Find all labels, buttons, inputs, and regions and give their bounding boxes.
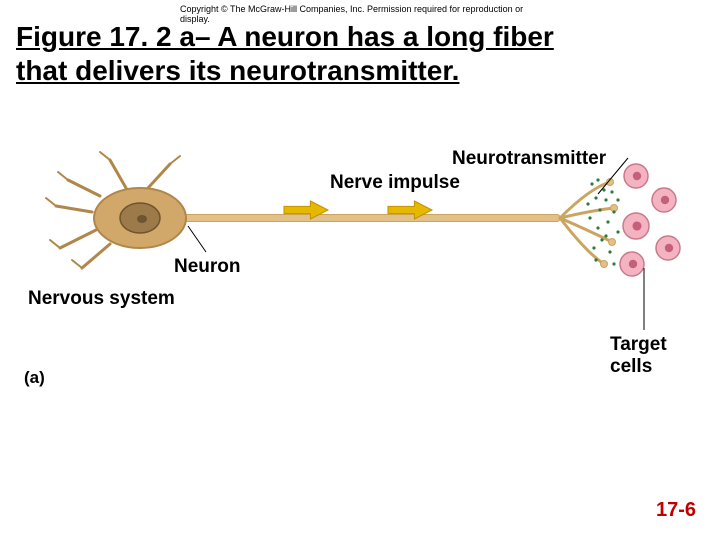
panel-id: (a) bbox=[24, 368, 45, 388]
label-nerve-impulse: Nerve impulse bbox=[330, 172, 460, 194]
figure-title: Figure 17. 2 a– A neuron has a long fibe… bbox=[16, 20, 704, 87]
title-line-1: Figure 17. 2 a– A neuron has a long fibe… bbox=[16, 21, 554, 52]
label-neurotransmitter: Neurotransmitter bbox=[452, 148, 606, 170]
label-neuron: Neuron bbox=[174, 256, 241, 278]
title-line-2: that delivers its neurotransmitter. bbox=[16, 55, 459, 86]
label-nervous-system: Nervous system bbox=[28, 288, 175, 310]
label-target-cells-2: cells bbox=[610, 356, 652, 378]
page-number: 17-6 bbox=[656, 499, 696, 522]
label-target-cells-1: Target bbox=[610, 334, 667, 356]
